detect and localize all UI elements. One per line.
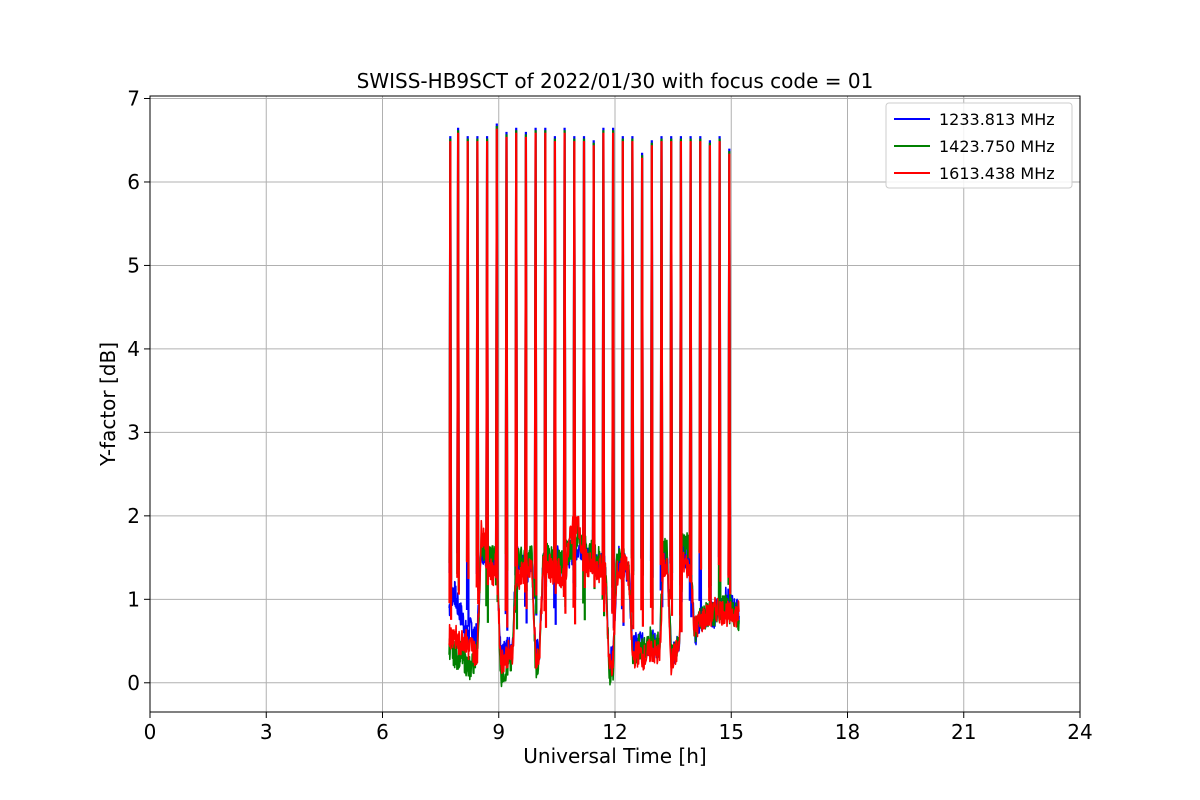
spike-series-3: [727, 153, 732, 595]
y-tick-label: 2: [127, 504, 140, 528]
spike-series-3: [475, 141, 480, 605]
spike-series-3: [494, 128, 499, 595]
y-tick-label: 4: [127, 337, 140, 361]
spike-series-3: [465, 141, 470, 580]
legend: 1233.813 MHz 1423.750 MHz 1613.438 MHz: [885, 102, 1073, 189]
legend-entries: 1233.813 MHz 1423.750 MHz 1613.438 MHz: [894, 110, 1055, 183]
chart-title: SWISS-HB9SCT of 2022/01/30 with focus co…: [357, 69, 874, 93]
x-tick-label: 9: [492, 720, 505, 744]
spike-series-3: [620, 141, 625, 623]
x-tick-label: 3: [260, 720, 273, 744]
legend-box: [885, 102, 1073, 189]
y-tick-label: 1: [127, 587, 140, 611]
spike-series-3: [640, 157, 644, 627]
spike-series-3: [572, 141, 577, 625]
x-tick-label: 0: [144, 720, 157, 744]
y-tick-label: 6: [127, 170, 140, 194]
x-tick-label: 12: [602, 720, 627, 744]
spike-series-3: [688, 141, 693, 576]
spike-series-3: [591, 145, 596, 588]
legend-label: 1423.750 MHz: [939, 137, 1055, 156]
spike-series-3: [630, 141, 635, 630]
spike-series-3: [582, 141, 586, 589]
spike-series-3: [649, 145, 654, 625]
spike-series-3: [514, 132, 519, 584]
y-tick-label: 5: [127, 253, 140, 277]
spike-series-3: [524, 136, 528, 610]
y-axis-label: Y-factor [dB]: [96, 342, 120, 467]
spike-series-3: [601, 132, 606, 612]
spike-series-3: [553, 141, 557, 594]
spike-series-3: [543, 132, 548, 628]
spike-series-3: [717, 141, 722, 582]
x-tick-label: 18: [835, 720, 860, 744]
spike-series-3: [669, 141, 674, 616]
legend-label: 1613.438 MHz: [939, 164, 1055, 183]
y-tick-label: 0: [127, 671, 140, 695]
y-tick-label: 7: [127, 87, 140, 111]
x-tick-label: 24: [1067, 720, 1092, 744]
x-axis-ticks: 0 3 6 9 12 15 18 21 24: [144, 712, 1093, 744]
x-axis-label: Universal Time [h]: [523, 744, 706, 768]
x-tick-label: 21: [951, 720, 976, 744]
spike-series-3: [504, 136, 509, 628]
x-tick-label: 6: [376, 720, 389, 744]
spike-series-3: [708, 145, 712, 618]
spike-series-3: [562, 132, 567, 614]
spike-series-3: [485, 141, 489, 586]
x-tick-label: 15: [719, 720, 744, 744]
spike-series-3: [659, 141, 664, 582]
spike-series-3: [679, 141, 683, 633]
y-tick-label: 3: [127, 420, 140, 444]
legend-label: 1233.813 MHz: [939, 110, 1055, 129]
spike-series-3: [698, 141, 703, 570]
spike-series-3: [448, 141, 453, 620]
series-lines: [448, 123, 740, 688]
spike-series-3: [611, 132, 615, 631]
spike-series-3: [456, 132, 460, 595]
spike-series-3: [533, 132, 538, 596]
y-axis-ticks: 0 1 2 3 4 5 6 7: [127, 87, 150, 695]
